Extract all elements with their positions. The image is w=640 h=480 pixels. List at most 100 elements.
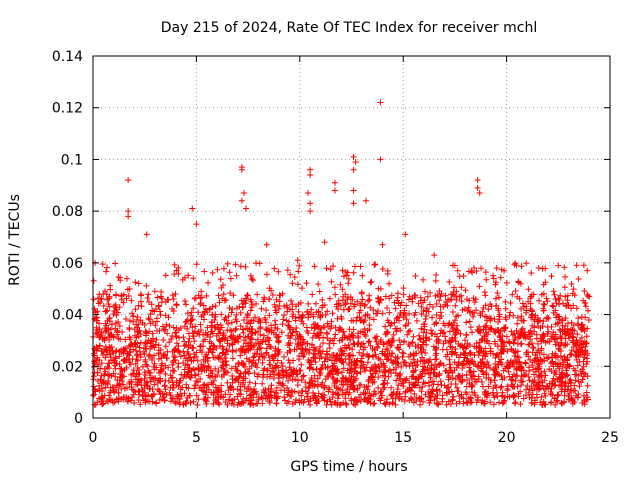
data-point [221,297,228,304]
grid-lines [93,56,610,418]
data-point [344,269,351,276]
data-point [101,377,108,384]
data-point [295,308,302,315]
data-point [466,350,473,357]
data-point [584,382,591,389]
data-point [463,399,470,406]
data-point [100,379,107,386]
data-point [130,346,137,353]
data-point [410,369,417,376]
data-point [526,377,533,384]
data-point [486,340,493,347]
data-point [135,367,142,374]
data-point [272,345,279,352]
data-point [565,302,572,309]
data-point [181,342,188,349]
data-point [364,311,371,318]
data-point [419,354,426,361]
data-point [204,324,211,331]
data-point [570,365,577,372]
data-point [223,351,230,358]
data-point [284,391,291,398]
data-point [510,394,517,401]
data-point [117,277,124,284]
data-point [359,352,366,359]
data-point [339,286,346,293]
data-point [175,270,182,277]
data-point [136,348,143,355]
data-point [91,352,98,359]
data-point [324,350,331,357]
data-point [570,286,577,293]
data-point [487,326,494,333]
data-point [451,262,458,269]
data-point [584,291,591,298]
data-point [488,325,495,332]
data-point [467,309,474,316]
data-point [450,326,457,333]
data-point [350,269,357,276]
data-point [285,357,292,364]
data-point [111,388,118,395]
plot-frame [92,55,611,419]
data-point [317,314,324,321]
data-point [332,355,339,362]
data-point [259,380,266,387]
data-point [300,353,307,360]
data-point [498,361,505,368]
data-point [494,343,501,350]
data-point [201,316,208,323]
data-point [539,265,546,272]
data-point [246,379,253,386]
data-point [103,351,110,358]
data-point [295,268,302,275]
data-point [317,366,324,373]
data-point [556,301,563,308]
data-point [168,374,175,381]
data-point [106,344,113,351]
data-point [242,397,249,404]
data-point [216,336,223,343]
data-point [575,391,582,398]
data-point [320,340,327,347]
data-point [153,315,160,322]
data-point [222,335,229,342]
data-point [492,302,499,309]
data-point [93,357,100,364]
data-point [284,385,291,392]
data-point [306,358,313,365]
data-point [483,276,490,283]
data-point [423,335,430,342]
data-point [125,213,132,220]
data-point [143,231,150,238]
data-point [239,379,246,386]
data-point [325,323,332,330]
data-point [287,332,294,339]
data-point [309,291,316,298]
data-point [221,368,228,375]
data-point [574,331,581,338]
data-point [453,296,460,303]
data-point [490,275,497,282]
data-point [452,338,459,345]
data-point [452,317,459,324]
data-point [425,389,432,396]
data-point [487,379,494,386]
data-point [101,337,108,344]
data-point [505,368,512,375]
data-point [103,268,110,275]
data-point [300,372,307,379]
data-point [429,314,436,321]
data-point [320,334,327,341]
data-point [375,363,382,370]
data-point [204,381,211,388]
data-point [474,184,481,191]
data-point [110,303,117,310]
data-point [492,372,499,379]
data-point [257,331,264,338]
data-point [385,338,392,345]
data-point [260,332,267,339]
data-point [260,336,267,343]
data-point [580,392,587,399]
data-point [170,324,177,331]
